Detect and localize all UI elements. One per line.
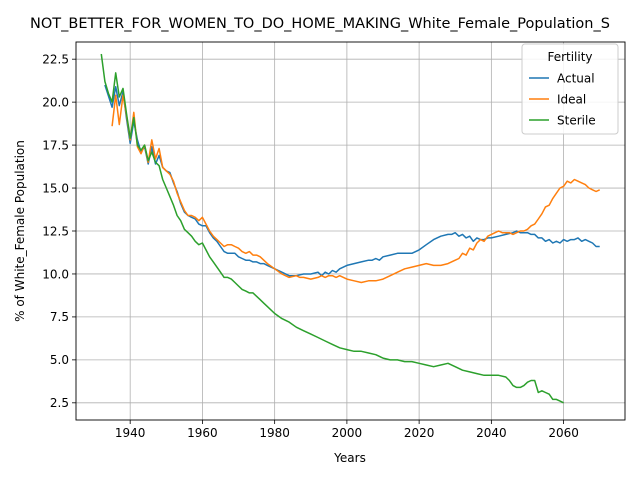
legend-box [521, 43, 619, 135]
legend-label-actual: Actual [557, 71, 595, 85]
x-tick-label: 2040 [476, 426, 507, 440]
legend-label-ideal: Ideal [557, 92, 586, 106]
chart-title: NOT_BETTER_FOR_WOMEN_TO_DO_HOME_MAKING_W… [30, 16, 610, 32]
x-tick-label: 1980 [259, 426, 290, 440]
y-tick-label: 20.0 [42, 95, 69, 109]
series-lines [100, 53, 601, 404]
x-tick-label: 2000 [332, 426, 363, 440]
x-tick-label: 2060 [548, 426, 579, 440]
legend-label-sterile: Sterile [557, 113, 596, 127]
y-axis-label: % of White_Female Population [13, 140, 27, 322]
legend-title: Fertility [547, 50, 592, 64]
x-axis-label: Years [333, 451, 366, 465]
y-tick-label: 10.0 [42, 267, 69, 281]
y-axis-ticks: 2.5 5.0 7.5 10.0 12.5 15.0 17.5 20.0 22.5 [42, 52, 76, 410]
y-tick-label: 7.5 [50, 310, 69, 324]
x-tick-label: 1940 [115, 426, 146, 440]
series-line-sterile [100, 53, 564, 404]
y-tick-label: 2.5 [50, 396, 69, 410]
x-tick-label: 1960 [187, 426, 218, 440]
y-tick-label: 22.5 [42, 52, 69, 66]
x-axis-ticks: 1940 1960 1980 2000 2020 2040 2060 [115, 420, 579, 440]
grid [76, 42, 625, 420]
y-tick-label: 17.5 [42, 138, 69, 152]
x-tick-label: 2020 [404, 426, 435, 440]
y-tick-label: 12.5 [42, 224, 69, 238]
legend: Fertility Actual Ideal Sterile [521, 43, 619, 135]
y-tick-label: 5.0 [50, 353, 69, 367]
series-line-ideal [111, 94, 601, 284]
y-tick-label: 15.0 [42, 181, 69, 195]
